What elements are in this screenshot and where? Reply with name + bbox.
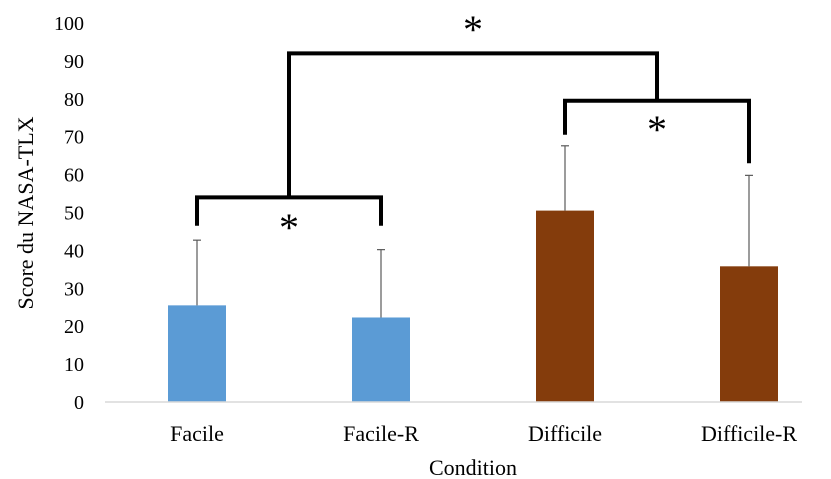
y-tick-label: 90 [64,51,84,73]
significance-brackets: * * * [195,7,751,250]
x-axis-categories: Facile Facile-R Difficile Difficile-R [170,421,797,446]
y-axis-title: Score du NASA-TLX [13,116,38,309]
y-tick-label: 100 [54,13,84,35]
x-category-label: Facile-R [343,421,419,446]
x-category-label: Difficile [528,421,602,446]
bar [720,266,778,402]
y-tick-label: 30 [64,278,84,300]
bar [352,317,410,402]
y-tick-label: 0 [74,392,84,414]
y-tick-label: 70 [64,127,84,149]
y-tick-label: 50 [64,203,84,225]
y-tick-label: 40 [64,240,84,262]
x-category-label: Facile [170,421,224,446]
x-category-label: Difficile-R [701,421,797,446]
error-bars [193,145,753,318]
significance-star: * [647,107,667,152]
y-tick-label: 80 [64,89,84,111]
significance-star: * [279,205,299,250]
significance-star: * [463,7,483,52]
bar [536,210,594,402]
bar [168,305,226,402]
bars [168,210,778,402]
y-tick-label: 60 [64,165,84,187]
y-tick-label: 10 [64,354,84,376]
y-axis-ticks: 0 10 20 30 40 50 60 70 80 90 100 [54,13,84,414]
y-tick-label: 20 [64,316,84,338]
significance-bracket [287,51,659,198]
x-axis-title: Condition [429,455,517,479]
